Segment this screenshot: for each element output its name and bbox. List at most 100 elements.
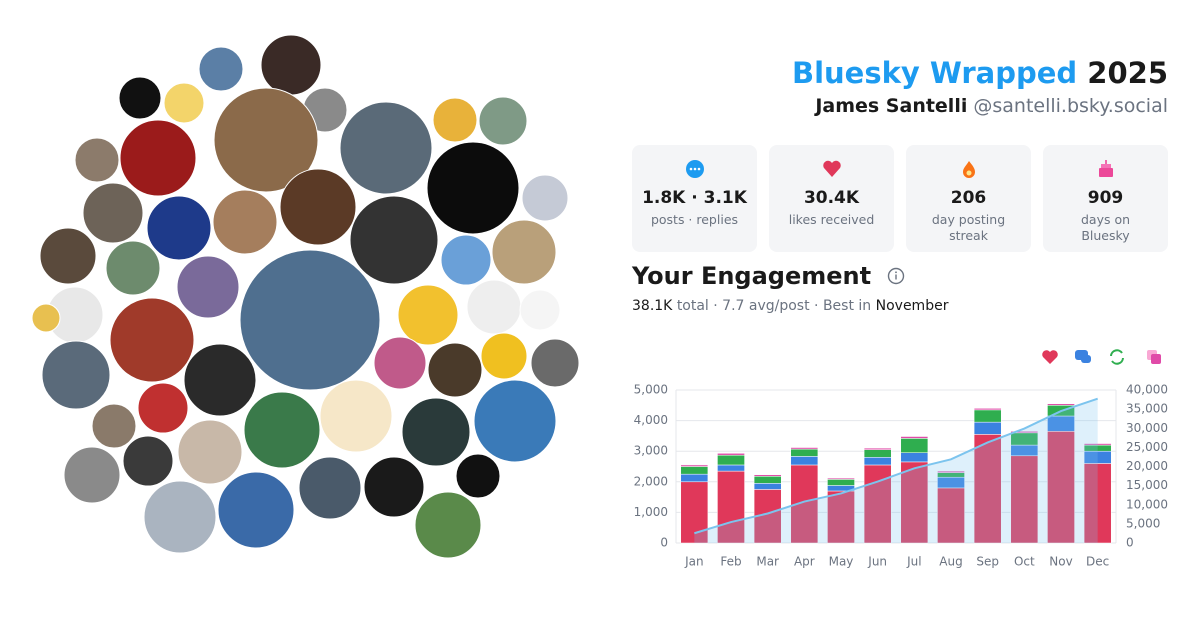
bar-segment [680,464,709,467]
bar-segment [900,438,929,453]
tick-label: 25,000 [1126,440,1168,454]
year: 2025 [1087,56,1168,90]
tick-label: 0 [660,536,668,550]
bar-segment [680,473,709,483]
user-handle: @santelli.bsky.social [973,95,1168,117]
legend-reposts[interactable] [1110,349,1124,365]
title: Bluesky Wrapped 2025 [792,56,1168,90]
tick-label: 20,000 [1126,459,1168,473]
stat-label: days on Bluesky [1080,212,1131,243]
tick-label: 4,000 [634,413,668,427]
stat-label: posts · replies [650,212,739,227]
bar-segment [827,479,855,486]
bar-segment [900,461,929,544]
bar-segment [790,447,819,450]
tick-label: 15,000 [1126,478,1168,492]
tick-label: 40,000 [1126,383,1168,397]
stat-value: 30.4K [803,188,860,208]
bar-segment [863,449,892,458]
bar-segment [790,448,819,457]
legend-quotes[interactable] [1147,350,1161,364]
stat-label: likes received [788,212,875,227]
info-icon[interactable] [887,267,905,285]
section-title-text: Your Engagement [632,262,872,290]
x-tick-label: Dec [1086,555,1109,569]
summary-text: total · 7.7 avg/post · Best in [676,298,872,314]
bar-segment [717,454,745,466]
stat-card: 1.8K · 3.1K posts · replies [632,145,757,252]
tick-label: 1,000 [634,505,668,519]
x-tick-label: Nov [1049,555,1072,569]
icon [1098,160,1113,177]
bar-segment [680,466,709,475]
icon [822,160,841,177]
x-tick-label: Apr [794,555,815,569]
bar-segment [900,452,929,463]
stat-card: 30.4K likes received [769,145,894,252]
x-tick-label: Mar [756,555,779,569]
tick-label: 30,000 [1126,421,1168,435]
tick-label: 3,000 [634,444,668,458]
icon [685,160,704,178]
summary: 38.1K total · 7.7 avg/post · Best in Nov… [632,298,948,314]
bar-segment [790,456,819,466]
avatar-cloud [31,34,580,559]
bar-segment [1047,403,1075,406]
bar-segment [717,470,745,544]
bar-segment [753,474,782,477]
summary-best: November [875,298,949,314]
user-name: James Santelli [815,95,968,117]
bar-segment [863,447,892,450]
bar-segment [1083,463,1112,544]
bar-segment [753,476,782,484]
bar-segment [973,408,1002,411]
bar-segment [973,409,1002,423]
stat-value: 1.8K · 3.1K [642,188,747,208]
bar-segment [717,464,745,472]
stat-label: day posting streak [931,212,1006,243]
tick-label: 35,000 [1126,402,1168,416]
bar-segment [753,483,782,490]
tick-label: 5,000 [1126,516,1160,530]
cumulative-area [694,398,1098,543]
bar-segment [973,434,1002,544]
bar-segment [1010,431,1039,434]
user: James Santelli @santelli.bsky.social [815,95,1168,117]
bar-segment [973,421,1002,435]
tick-label: 0 [1126,536,1134,550]
legend [1042,349,1161,365]
icon [962,161,975,178]
bar-segment [827,477,855,480]
legend-likes[interactable] [1042,350,1058,364]
engagement-chart: 0 1,000 2,000 3,000 4,000 5,000 0 5,000 10,000 15… [634,349,1168,569]
x-tick-label: Jul [906,555,921,569]
bar-segment [900,436,929,439]
avatars [31,34,580,559]
bar-segment [1083,443,1112,446]
bar-segment [827,490,855,544]
x-tick-label: Oct [1014,555,1035,569]
bar-segment [1047,431,1075,544]
tick-label: 10,000 [1126,497,1168,511]
title-text: Bluesky Wrapped [791,56,1078,90]
x-tick-label: Jun [867,555,887,569]
stat-value: 909 [1087,188,1124,208]
legend-replies[interactable] [1075,350,1091,363]
x-tick-label: Aug [939,555,962,569]
bar-segment [717,453,745,456]
x-tick-label: Feb [720,555,741,569]
stat-value: 206 [950,188,987,208]
tick-label: 5,000 [634,383,668,397]
cumulative-line [694,397,1098,535]
tick-label: 2,000 [634,474,668,488]
x-tick-label: May [829,555,854,569]
stat-card: 206 day posting streak [906,145,1031,252]
summary-total: 38.1K [632,298,673,314]
bar-segment [937,487,965,544]
bar-segment [863,457,892,466]
bar-segment [1010,455,1039,544]
x-tick-label: Jan [684,555,704,569]
bar-segment [937,470,965,473]
stat-card: 909 days on Bluesky [1043,145,1168,252]
